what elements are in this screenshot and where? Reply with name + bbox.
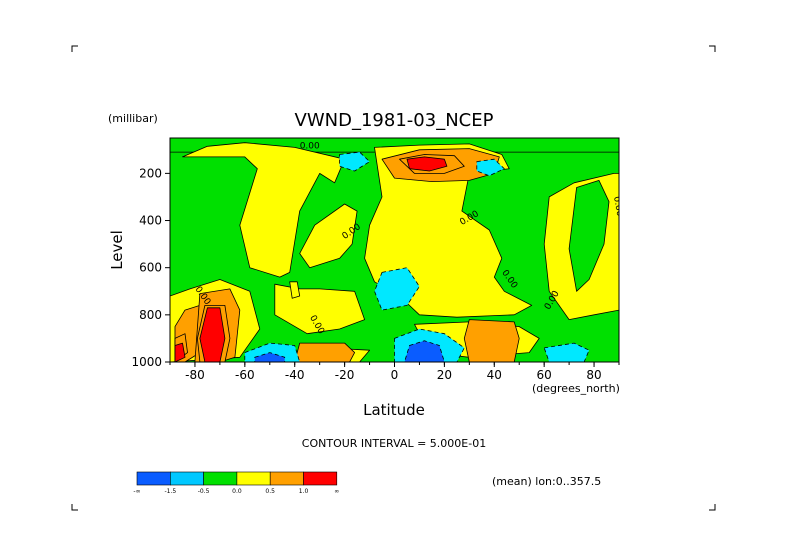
x-tick-label-4: 0: [391, 368, 399, 382]
contour-interval-text: CONTOUR INTERVAL = 5.000E-01: [302, 437, 486, 450]
x-tick-label-1: -60: [235, 368, 255, 382]
x-units-label: (degrees_north): [532, 382, 620, 395]
x-tick-label-5: 20: [437, 368, 452, 382]
crop-mark-bottom-left: [71, 504, 78, 511]
x-tick-label-2: -40: [285, 368, 305, 382]
y-tick-label-1: 400: [139, 214, 162, 228]
x-tick-label-0: -80: [185, 368, 205, 382]
legend-swatch-2: [203, 471, 238, 486]
y-tick-label-4: 1000: [131, 355, 162, 369]
contour-region-29: [254, 352, 286, 362]
legend-level-6: ∞: [334, 488, 339, 495]
contour-region-24: [476, 158, 505, 177]
legend-level-5: 1.0: [299, 488, 309, 495]
contour-label-0: 0.00: [300, 142, 320, 152]
contour-region-10: [289, 281, 301, 299]
crop-mark-bottom-right: [709, 504, 716, 511]
legend-swatch-4: [269, 471, 304, 486]
contour-region-16: [463, 319, 520, 362]
legend-swatch-1: [170, 471, 204, 486]
contour-region-30: [404, 340, 445, 362]
legend-swatch-0: [136, 471, 171, 486]
x-tick-label-7: 60: [537, 368, 552, 382]
contour-region-11: [568, 179, 610, 292]
x-tick-label-6: 40: [487, 368, 502, 382]
y-axis-label: Level: [108, 230, 126, 270]
legend-level-0: -∞: [133, 488, 140, 495]
legend-level-3: 0.0: [232, 488, 242, 495]
footnote-text: (mean) lon:0..357.5: [492, 475, 601, 488]
contour-region-22: [406, 156, 448, 172]
contour-region-2: [182, 142, 346, 278]
legend-level-4: 0.5: [265, 488, 275, 495]
y-axis-ticks: 200 400 600 800 1000: [131, 166, 170, 369]
crop-mark-top-right: [709, 45, 716, 52]
x-tick-label-3: -20: [335, 368, 355, 382]
x-tick-label-8: 80: [586, 368, 601, 382]
legend-swatch-5: [303, 471, 338, 486]
contour-region-20: [199, 307, 226, 362]
chart-title: VWND_1981-03_NCEP: [295, 110, 494, 131]
contour-region-21: [174, 342, 186, 362]
contour-fill: [170, 138, 619, 362]
legend-level-2: -0.5: [198, 488, 210, 495]
legend-swatch-3: [236, 471, 271, 486]
contour-region-25: [374, 267, 420, 311]
color-legend: -∞ -1.5 -0.5 0.0 0.5 1.0 ∞: [133, 471, 339, 495]
crop-mark-top-left: [71, 45, 78, 52]
y-units-label: (millibar): [108, 112, 158, 125]
contour-region-23: [339, 151, 371, 172]
contour-region-15: [294, 342, 356, 362]
y-tick-label-0: 200: [139, 166, 162, 180]
y-tick-label-2: 600: [139, 261, 162, 275]
contour-label-7: 0.00: [611, 196, 624, 218]
contour-region-28: [543, 342, 590, 362]
contour-region-3: [299, 203, 358, 269]
x-axis-ticks: -80 -60 -40 -20 0 20 40 60 80: [169, 362, 620, 382]
y-tick-label-3: 800: [139, 308, 162, 322]
legend-level-1: -1.5: [164, 488, 176, 495]
x-axis-label: Latitude: [363, 401, 425, 419]
